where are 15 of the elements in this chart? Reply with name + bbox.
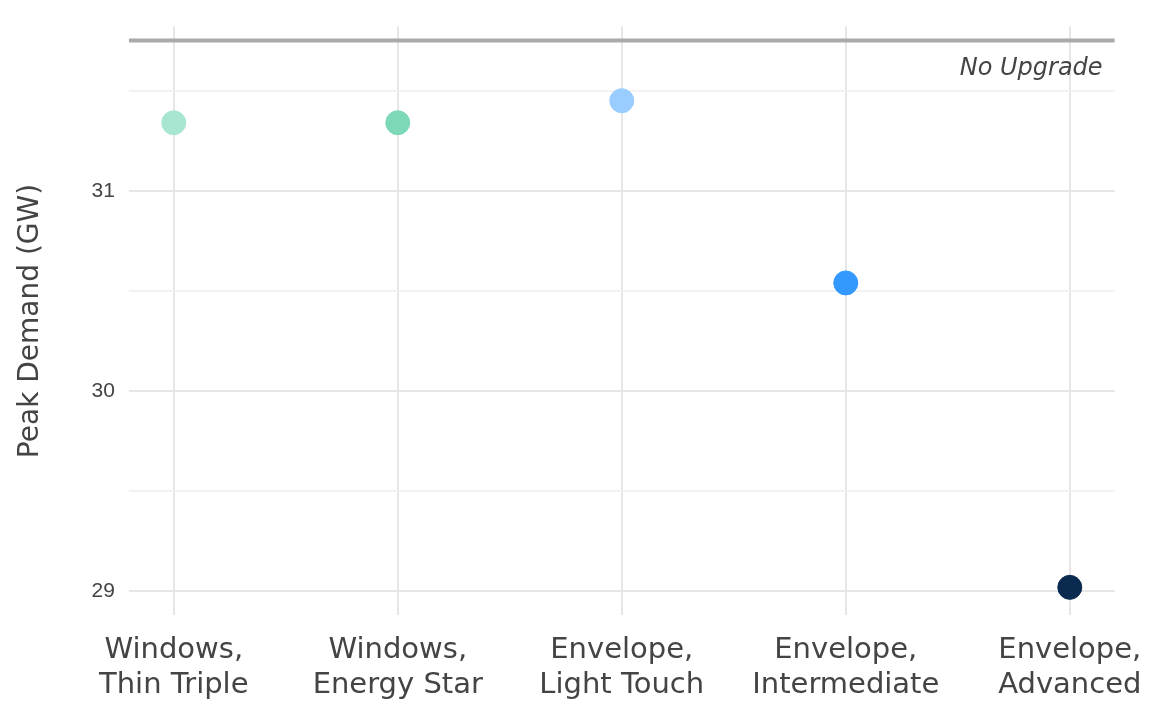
ref-line-label: No Upgrade — [959, 52, 1103, 81]
x-tick-label: Envelope, Light Touch — [539, 631, 705, 701]
point — [1057, 574, 1083, 600]
y-tick-label: 30 — [91, 377, 115, 401]
y-tick-label: 31 — [91, 177, 115, 201]
point — [385, 110, 411, 136]
x-tick-label: Envelope, Intermediate — [752, 631, 940, 701]
x-tick-label: Envelope, Advanced — [998, 631, 1142, 701]
point — [609, 88, 635, 114]
point — [161, 110, 187, 136]
y-axis-title: Peak Demand (GW) — [12, 183, 46, 459]
point — [833, 270, 859, 296]
y-tick-label: 29 — [91, 578, 115, 602]
x-tick-label: Windows, Thin Triple — [98, 631, 249, 701]
x-tick-label: Windows, Energy Star — [312, 631, 483, 701]
